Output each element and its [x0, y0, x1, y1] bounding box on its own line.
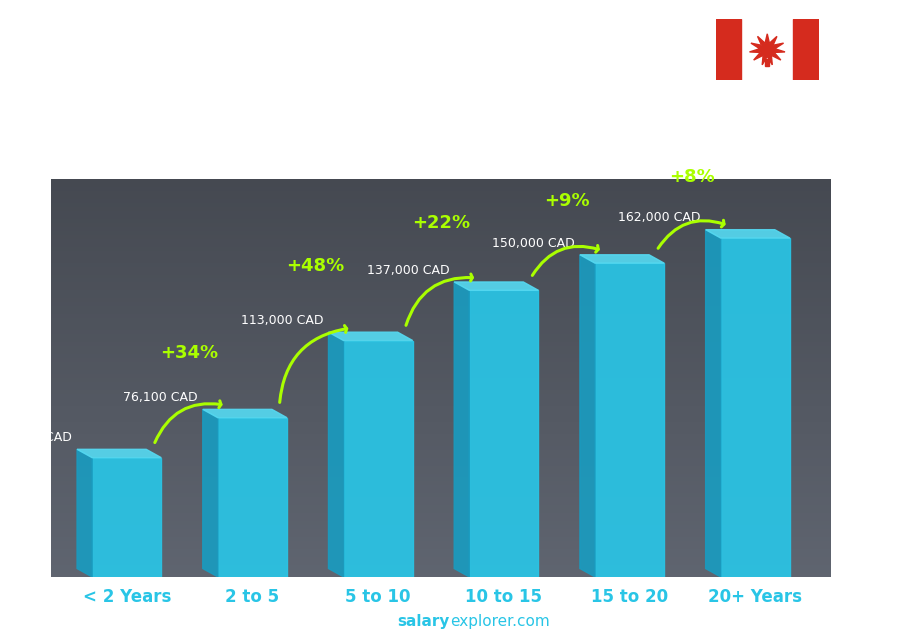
Text: +22%: +22% [412, 213, 470, 232]
Text: +8%: +8% [670, 168, 716, 186]
Bar [469, 290, 538, 577]
Bar [793, 19, 819, 80]
Polygon shape [77, 449, 161, 458]
Bar [92, 458, 161, 577]
Text: salary: salary [398, 615, 450, 629]
Bar [765, 59, 770, 65]
Bar [716, 19, 742, 80]
Text: +9%: +9% [544, 192, 590, 210]
Polygon shape [77, 449, 92, 577]
Polygon shape [328, 332, 344, 577]
Text: Wellness Coordinator: Wellness Coordinator [36, 61, 243, 80]
Polygon shape [580, 254, 595, 577]
Text: 162,000 CAD: 162,000 CAD [618, 212, 700, 224]
Text: +48%: +48% [286, 257, 345, 275]
Text: explorer.com: explorer.com [450, 615, 550, 629]
Text: 137,000 CAD: 137,000 CAD [366, 263, 449, 277]
Text: 113,000 CAD: 113,000 CAD [241, 314, 323, 327]
Polygon shape [706, 229, 721, 577]
Polygon shape [580, 254, 664, 263]
Polygon shape [454, 282, 469, 577]
Polygon shape [454, 282, 538, 290]
Text: 57,000 CAD: 57,000 CAD [0, 431, 72, 444]
Text: 76,100 CAD: 76,100 CAD [123, 391, 198, 404]
Text: 150,000 CAD: 150,000 CAD [492, 237, 575, 249]
Polygon shape [706, 229, 790, 238]
Text: Average Yearly Salary: Average Yearly Salary [862, 314, 875, 442]
Bar [218, 418, 287, 577]
Polygon shape [328, 332, 413, 340]
Bar [344, 340, 413, 577]
Polygon shape [202, 410, 287, 418]
Polygon shape [750, 34, 785, 65]
Bar [595, 263, 664, 577]
Bar [721, 238, 790, 577]
Polygon shape [202, 410, 218, 577]
Text: +34%: +34% [160, 344, 219, 362]
Text: Salary Comparison By Experience: Salary Comparison By Experience [36, 16, 587, 44]
